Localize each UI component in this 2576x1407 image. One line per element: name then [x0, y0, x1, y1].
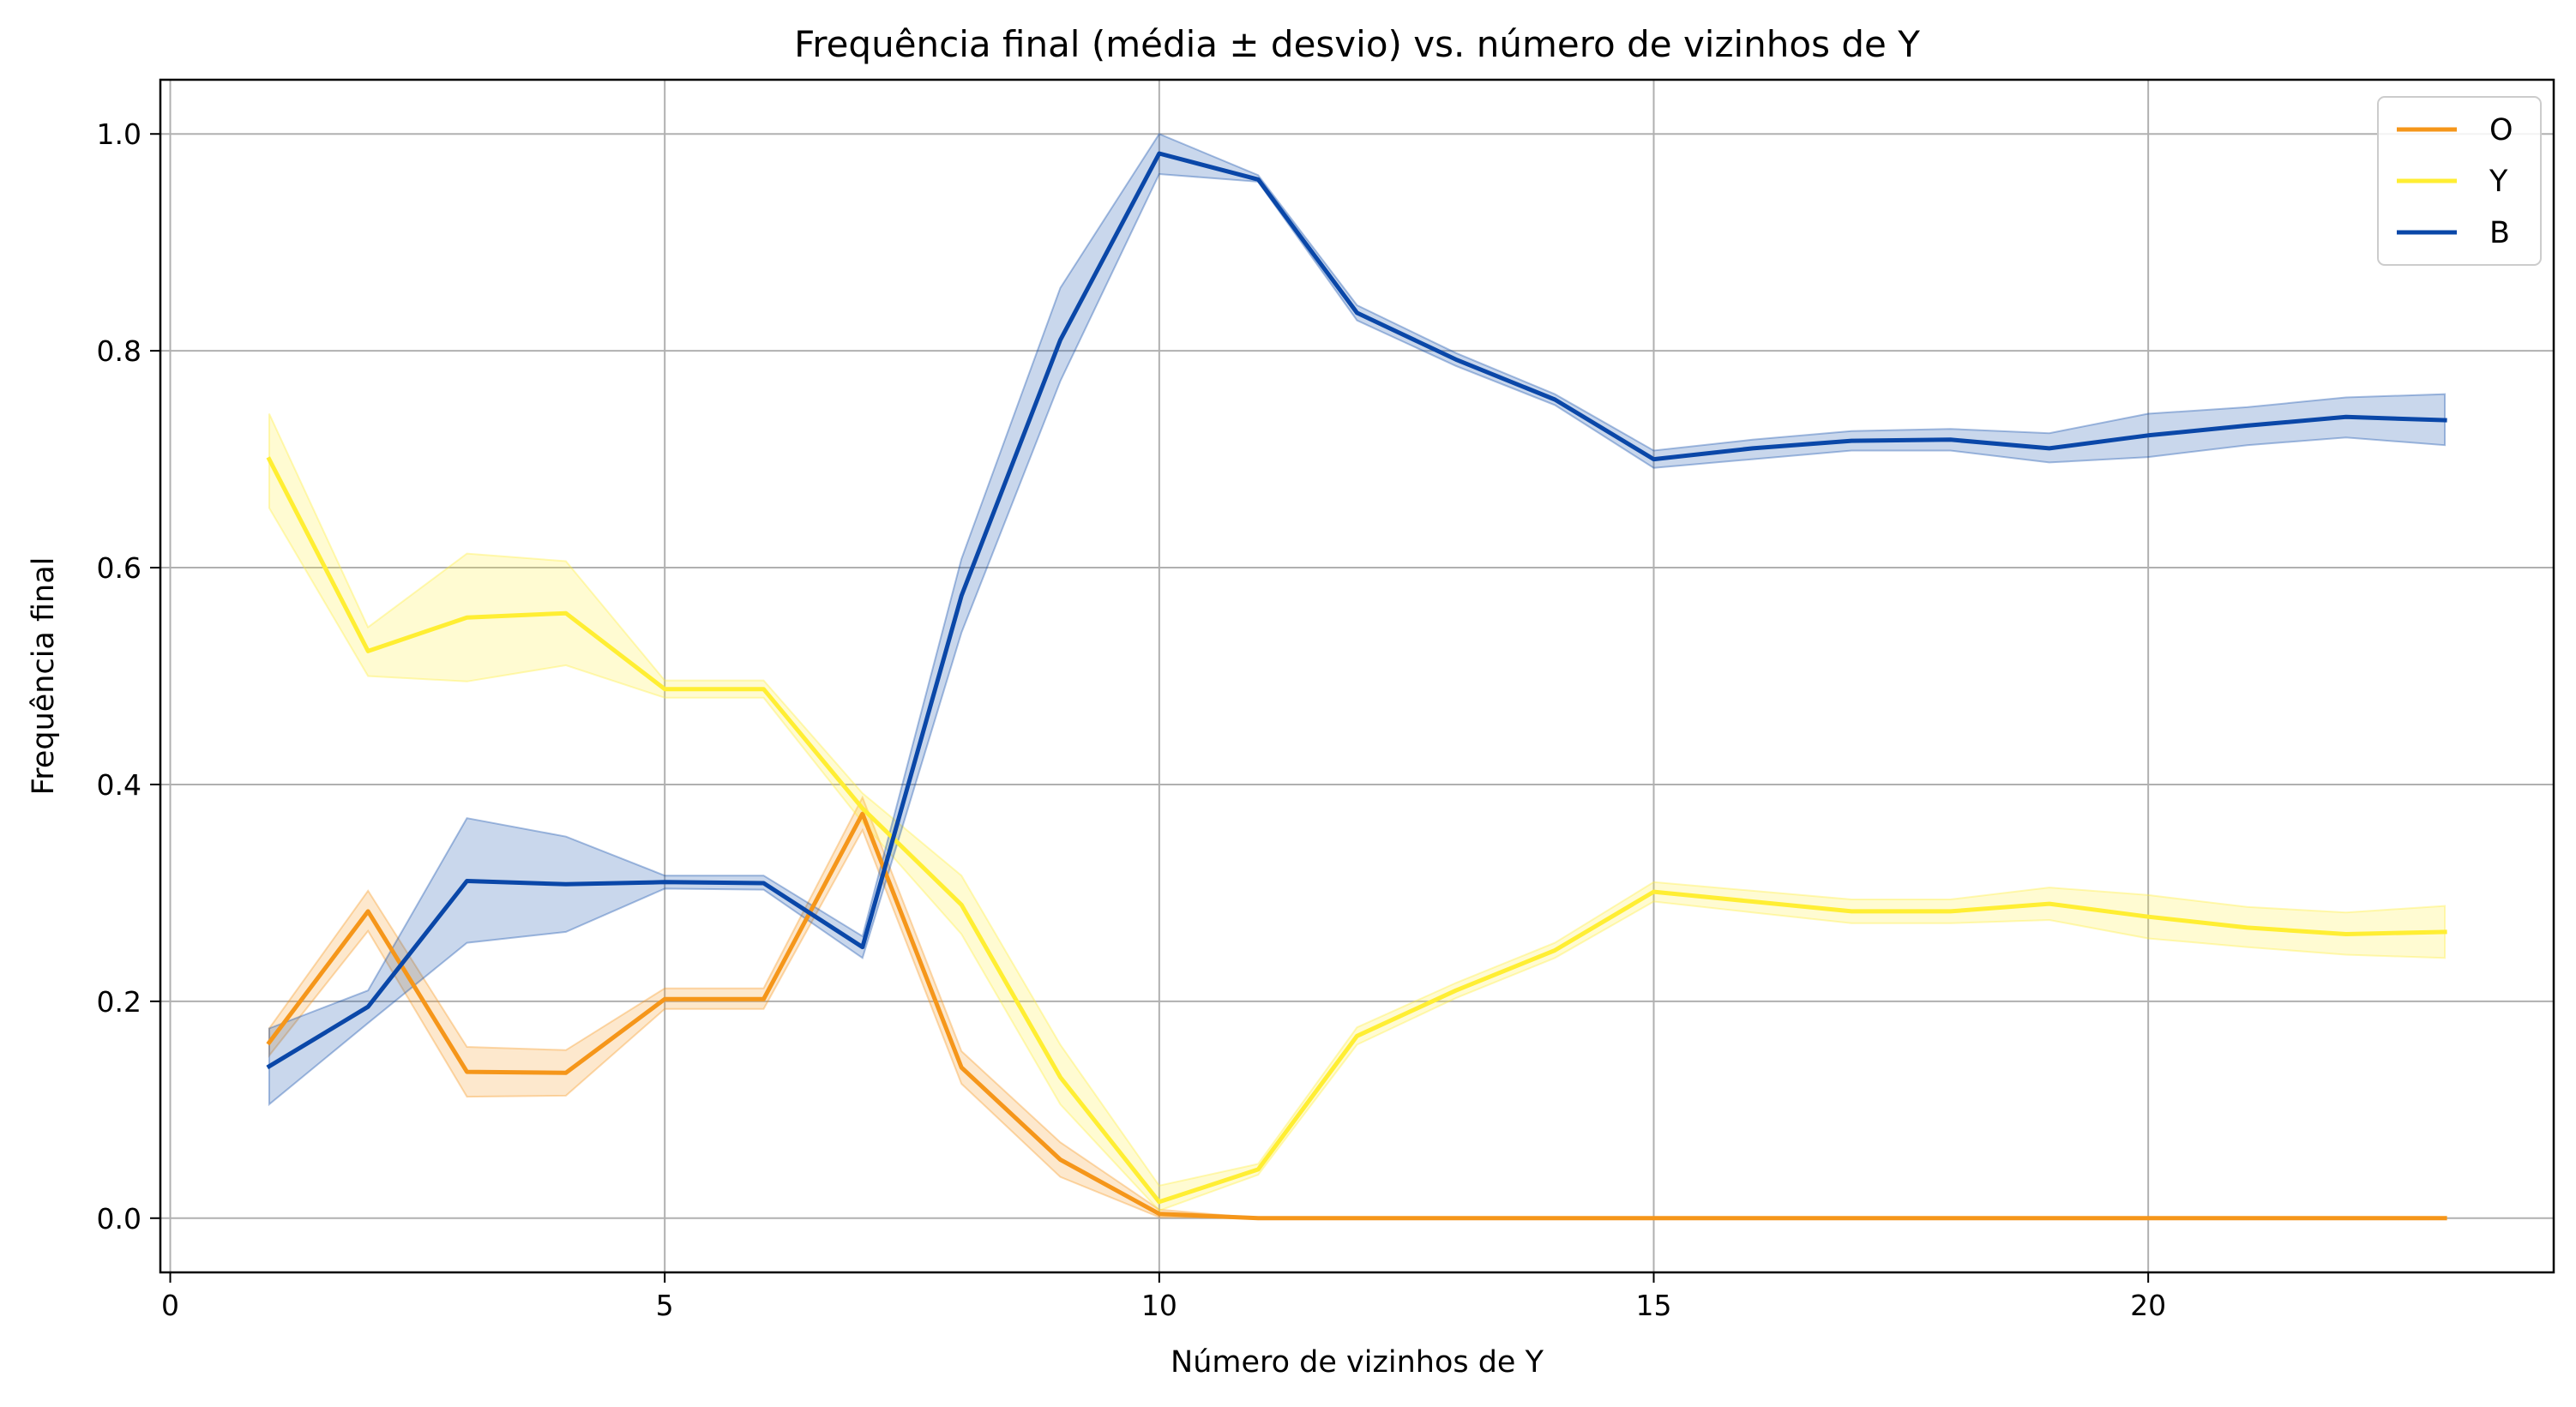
y-axis-ticks: 0.0 0.2 0.4 0.6 0.8 1.0 [97, 117, 160, 1236]
line-series-b [266, 151, 2447, 1070]
y-tick-label: 0.8 [97, 334, 141, 368]
y-axis-label: Frequência final [27, 557, 61, 796]
plot-area-frame [159, 78, 2555, 1274]
x-axis-label: Número de vizinhos de Y [1171, 1345, 1544, 1380]
y-tick-label: 1.0 [97, 117, 141, 151]
x-axis-ticks: 0 5 10 15 20 [161, 1272, 2166, 1322]
chart-title: Frequência final (média ± desvio) vs. nú… [794, 23, 1920, 65]
legend-label-o: O [2489, 113, 2513, 147]
x-tick-label: 15 [1635, 1289, 1671, 1322]
x-tick-label: 0 [161, 1289, 179, 1322]
band-y [268, 413, 2447, 1212]
x-tick-label: 5 [656, 1289, 674, 1322]
legend-box [2377, 96, 2542, 266]
line-series-o [266, 811, 2447, 1221]
y-tick-label: 0.4 [97, 768, 141, 802]
y-tick-label: 0.0 [97, 1202, 141, 1236]
y-tick-label: 0.6 [97, 551, 141, 585]
x-tick-label: 10 [1141, 1289, 1177, 1322]
x-tick-label: 20 [2130, 1289, 2166, 1322]
legend-label-y: Y [2489, 165, 2508, 199]
legend: OYB [2377, 96, 2542, 266]
y-tick-label: 0.2 [97, 985, 141, 1019]
legend-label-b: B [2489, 216, 2510, 250]
series-lines [266, 151, 2447, 1221]
line-series-y [266, 456, 2447, 1205]
band-b [268, 132, 2447, 1107]
